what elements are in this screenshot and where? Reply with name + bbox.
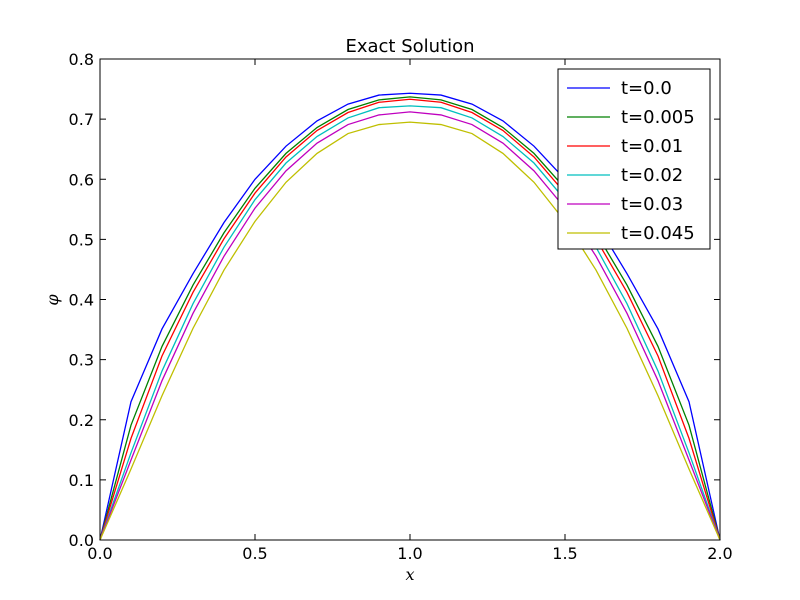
x-tick-label: 1.0: [397, 544, 422, 563]
x-axis-ticks: 0.0 0.5 1.0 1.5 2.0: [87, 59, 733, 563]
legend: t=0.0 t=0.005 t=0.01 t=0.02 t=0.03 t=0.045: [557, 68, 711, 250]
x-tick-label: 0.0: [87, 544, 112, 563]
y-tick-label: 0.0: [69, 531, 94, 550]
y-tick-label: 0.1: [69, 471, 94, 490]
legend-label-3: t=0.02: [621, 165, 683, 186]
y-tick-label: 0.5: [69, 230, 94, 249]
series-line-4: [99, 111, 721, 541]
series-line-2: [99, 98, 721, 541]
legend-label-0: t=0.0: [621, 78, 672, 99]
legend-label-2: t=0.01: [621, 136, 683, 157]
legend-label-5: t=0.045: [621, 223, 695, 244]
y-tick-label: 0.2: [69, 411, 94, 430]
x-tick-label: 1.5: [552, 544, 577, 563]
y-tick-label: 0.8: [69, 50, 94, 69]
series-line-0: [99, 92, 721, 541]
legend-box: [557, 68, 711, 250]
series-line-5: [99, 121, 721, 541]
y-axis-label: φ: [43, 294, 62, 306]
y-tick-label: 0.4: [69, 291, 94, 310]
series-line-3: [99, 105, 721, 541]
x-tick-label: 0.5: [242, 544, 267, 563]
y-tick-label: 0.3: [69, 351, 94, 370]
legend-label-1: t=0.005: [621, 107, 695, 128]
x-tick-label: 2.0: [707, 544, 732, 563]
y-axis-ticks: 0.0 0.1 0.2 0.3 0.4 0.5 0.6 0.7 0.8: [69, 50, 720, 550]
series-line-1: [99, 96, 721, 541]
chart-title: Exact Solution: [345, 36, 474, 57]
y-tick-label: 0.7: [69, 110, 94, 129]
legend-label-4: t=0.03: [621, 194, 683, 215]
y-tick-label: 0.6: [69, 170, 94, 189]
x-axis-label: x: [405, 565, 414, 584]
plot-lines: [99, 92, 721, 541]
